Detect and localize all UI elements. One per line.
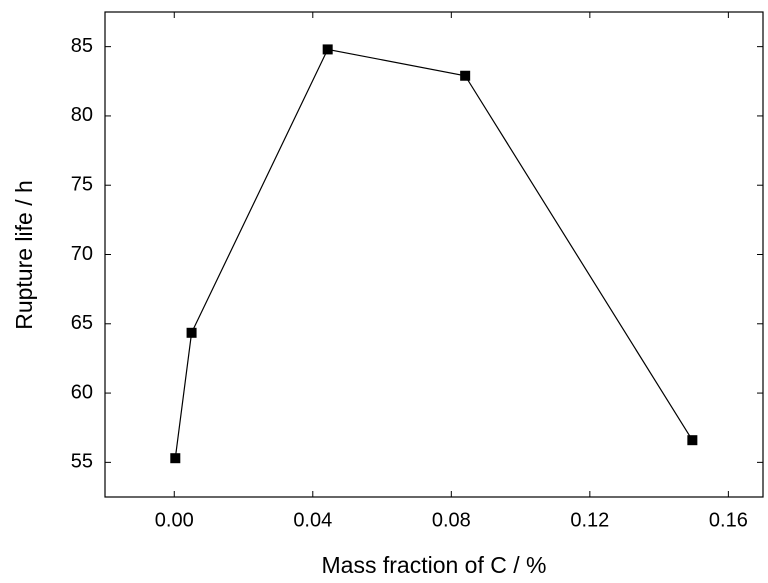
y-tick-label: 75 — [71, 173, 93, 195]
data-point — [186, 327, 197, 338]
x-tick-label: 0.12 — [570, 509, 609, 531]
data-point — [322, 44, 333, 55]
y-tick-label: 55 — [71, 451, 93, 473]
y-tick-label: 65 — [71, 312, 93, 334]
plot-frame — [104, 11, 764, 498]
y-tick-label: 70 — [71, 243, 93, 265]
x-axis-title: Mass fraction of C / % — [322, 552, 547, 578]
data-line — [174, 48, 693, 459]
data-point — [687, 435, 698, 446]
y-tick-label: 85 — [71, 35, 93, 57]
y-axis-title: Rupture life / h — [11, 180, 37, 330]
y-tick-label: 80 — [71, 104, 93, 126]
data-point — [460, 70, 471, 81]
x-tick-label: 0.08 — [432, 509, 471, 531]
data-point — [170, 453, 181, 464]
x-tick-label: 0.16 — [709, 509, 748, 531]
x-tick-label: 0.00 — [155, 509, 194, 531]
x-tick-label: 0.04 — [293, 509, 332, 531]
y-tick-label: 60 — [71, 381, 93, 403]
